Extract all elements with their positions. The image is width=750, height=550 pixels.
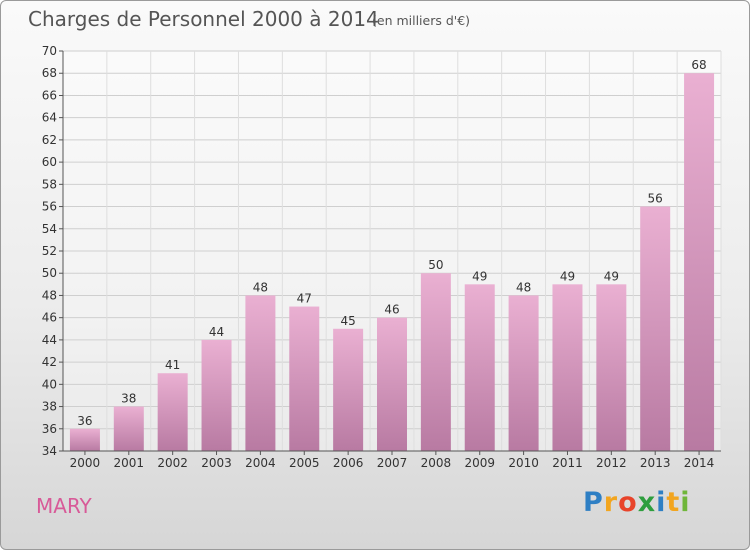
y-tick-label: 60 — [42, 155, 57, 169]
logo-letter: P — [583, 487, 604, 518]
chart-subtitle: (en milliers d'€) — [372, 13, 471, 28]
y-tick-label: 70 — [42, 44, 57, 58]
data-label: 49 — [472, 269, 487, 283]
data-label: 41 — [165, 358, 180, 372]
y-tick-label: 48 — [42, 288, 57, 302]
y-tick-label: 56 — [42, 200, 57, 214]
bars: 36 38 41 44 48 47 45 46 50 49 48 49 49 56 68 — [69, 58, 715, 451]
bar — [333, 328, 364, 451]
data-label: 46 — [384, 303, 399, 317]
x-tick-label: 2010 — [508, 456, 539, 470]
y-tick-label: 38 — [42, 400, 57, 414]
x-tick-label: 2001 — [114, 456, 145, 470]
x-tick-label: 2003 — [201, 456, 232, 470]
x-tick-label: 2004 — [245, 456, 276, 470]
x-tick-label: 2014 — [684, 456, 715, 470]
x-tick-label: 2012 — [596, 456, 627, 470]
data-label: 56 — [648, 192, 663, 206]
bar — [640, 206, 671, 451]
logo-letter: o — [618, 487, 638, 518]
y-tick-label: 44 — [42, 333, 57, 347]
logo-letter: r — [603, 487, 619, 518]
logo-letter: x — [637, 487, 657, 518]
bar — [113, 406, 144, 451]
x-tick-label: 2008 — [421, 456, 452, 470]
y-tick-label: 46 — [42, 311, 57, 325]
y-tick-label: 62 — [42, 133, 57, 147]
commune-name: MARY — [36, 494, 92, 518]
bar — [508, 295, 539, 451]
bar — [552, 284, 583, 451]
data-label: 68 — [691, 58, 706, 72]
data-label: 49 — [560, 269, 575, 283]
data-label: 45 — [340, 314, 355, 328]
bar — [289, 306, 320, 451]
y-tick-label: 64 — [42, 111, 57, 125]
bar — [464, 284, 495, 451]
data-label: 48 — [253, 280, 268, 294]
y-tick-label: 66 — [42, 88, 57, 102]
logo-letter: t — [666, 487, 681, 518]
data-label: 44 — [209, 325, 224, 339]
bar — [596, 284, 627, 451]
proxiti-logo: Proxiti — [583, 487, 691, 518]
x-tick-label: 2013 — [640, 456, 671, 470]
y-tick-label: 50 — [42, 266, 57, 280]
bar — [377, 317, 407, 451]
x-tick-label: 2005 — [289, 456, 320, 470]
y-tick-label: 40 — [42, 377, 57, 391]
y-tick-label: 36 — [42, 422, 57, 436]
bar — [69, 428, 100, 451]
y-tick-label: 68 — [42, 66, 57, 80]
bar — [684, 73, 715, 451]
y-tick-label: 52 — [42, 244, 57, 258]
bar — [245, 295, 276, 451]
y-tick-label: 34 — [42, 444, 57, 458]
y-tick-label: 54 — [42, 222, 57, 236]
data-label: 38 — [121, 392, 136, 406]
data-label: 50 — [428, 258, 443, 272]
y-tick-label: 42 — [42, 355, 57, 369]
data-label: 47 — [297, 292, 312, 306]
x-tick-label: 2007 — [377, 456, 408, 470]
logo-letter: i — [656, 487, 667, 518]
logo-letter: i — [680, 487, 691, 518]
axes: 34 36 38 40 42 44 46 48 50 52 54 56 58 60 62 64 66 68 70 20… — [42, 44, 721, 470]
data-label: 48 — [516, 280, 531, 294]
x-tick-label: 2000 — [70, 456, 101, 470]
bar — [420, 273, 451, 451]
data-label: 49 — [604, 269, 619, 283]
x-tick-label: 2002 — [157, 456, 188, 470]
x-tick-label: 2006 — [333, 456, 364, 470]
x-tick-label: 2009 — [464, 456, 495, 470]
x-tick-label: 2011 — [552, 456, 583, 470]
data-label: 36 — [77, 414, 92, 428]
y-tick-label: 58 — [42, 177, 57, 191]
bar — [157, 373, 188, 451]
chart-title: Charges de Personnel 2000 à 2014 — [28, 7, 379, 31]
bar — [201, 339, 232, 451]
